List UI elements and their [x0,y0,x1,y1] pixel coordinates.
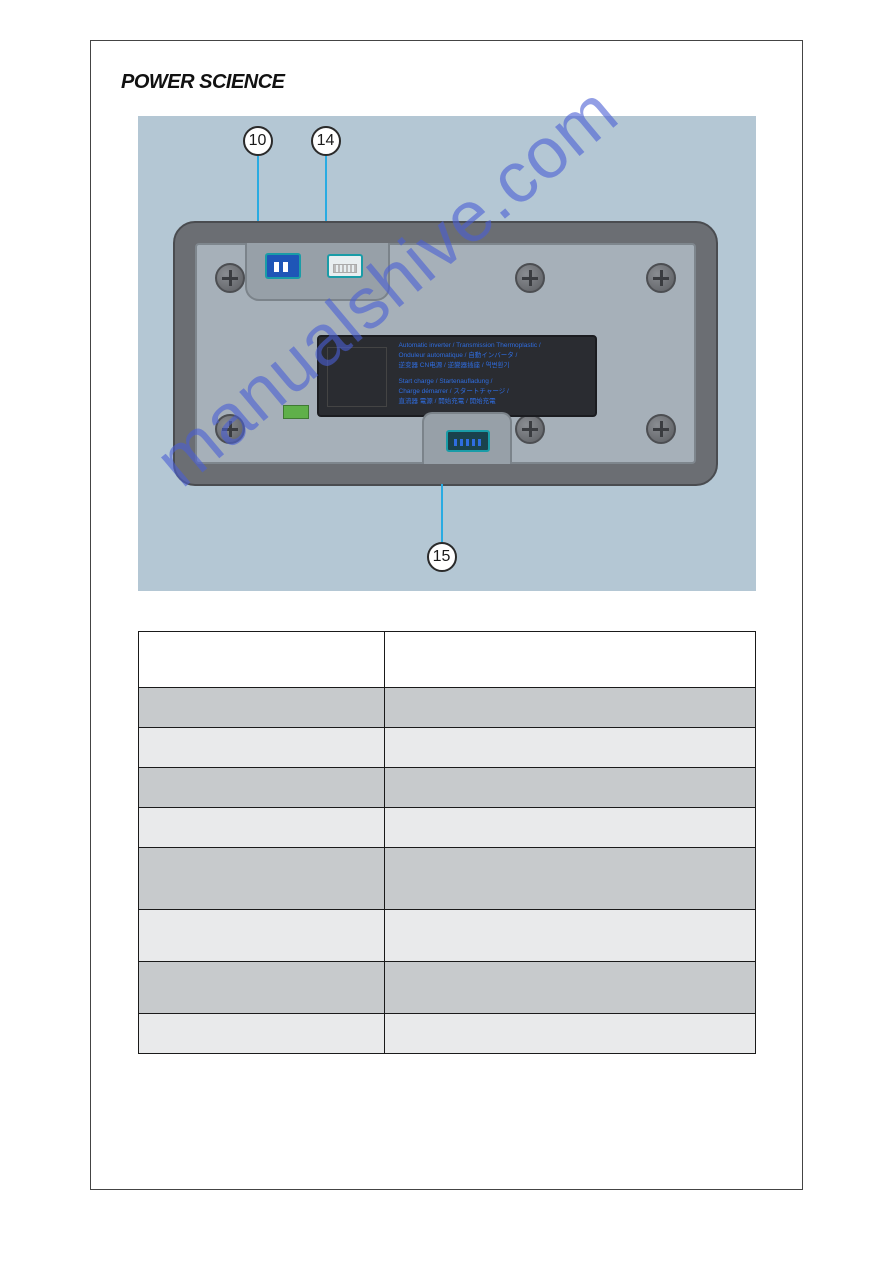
callout-15: 15 [427,484,457,572]
table-cell [385,728,755,768]
table-cell [138,808,385,848]
table-row [138,1014,755,1054]
label-text: Automatic inverter / Transmission Thermo… [399,341,587,351]
port-14 [327,254,363,278]
table-header [138,632,385,688]
table-cell [385,688,755,728]
table-row [138,768,755,808]
label-text: 逆变器 CN电源 / 逆變器插座 / 역변환기 [399,361,587,371]
table-header [385,632,755,688]
screw-icon [215,263,245,293]
table-cell [385,768,755,808]
bottom-port-housing [422,412,512,464]
label-text: Start charge / Startenaufladung / [399,377,587,387]
screw-icon [515,414,545,444]
product-label: Automatic inverter / Transmission Thermo… [317,335,597,417]
table-cell [385,808,755,848]
table-cell [138,1014,385,1054]
table-row [138,688,755,728]
device-housing: Automatic inverter / Transmission Thermo… [173,221,718,486]
top-port-housing [245,243,390,301]
port-15 [446,430,490,452]
table-row [138,848,755,910]
document-page: POWER SCIENCE 10 14 [90,40,803,1190]
screw-icon [646,414,676,444]
table-row [138,962,755,1014]
table-row [138,728,755,768]
table-header-row [138,632,755,688]
brand-logo: POWER SCIENCE [121,71,772,94]
green-clip [283,405,309,419]
callout-number: 14 [311,126,341,156]
table-cell [138,728,385,768]
callout-leader-line [441,484,443,542]
table-cell [385,962,755,1014]
table-cell [385,848,755,910]
table-cell [138,688,385,728]
table-row [138,910,755,962]
table-cell [138,768,385,808]
screw-icon [646,263,676,293]
table-cell [385,910,755,962]
parts-table [138,631,756,1054]
label-text: Charge démarrer / スタートチャージ / [399,387,587,397]
screw-icon [215,414,245,444]
label-text: Onduleur automatique / 自動インバータ / [399,351,587,361]
screw-icon [515,263,545,293]
table-row [138,808,755,848]
table-cell [385,1014,755,1054]
label-text: 直流器 電源 / 開始充電 / 開始充電 [399,397,587,407]
port-10 [265,253,301,279]
table-cell [138,910,385,962]
table-cell [138,962,385,1014]
device-face-plate: Automatic inverter / Transmission Thermo… [195,243,696,464]
product-diagram: 10 14 [138,116,756,591]
callout-number: 15 [427,542,457,572]
callout-number: 10 [243,126,273,156]
table-cell [138,848,385,910]
